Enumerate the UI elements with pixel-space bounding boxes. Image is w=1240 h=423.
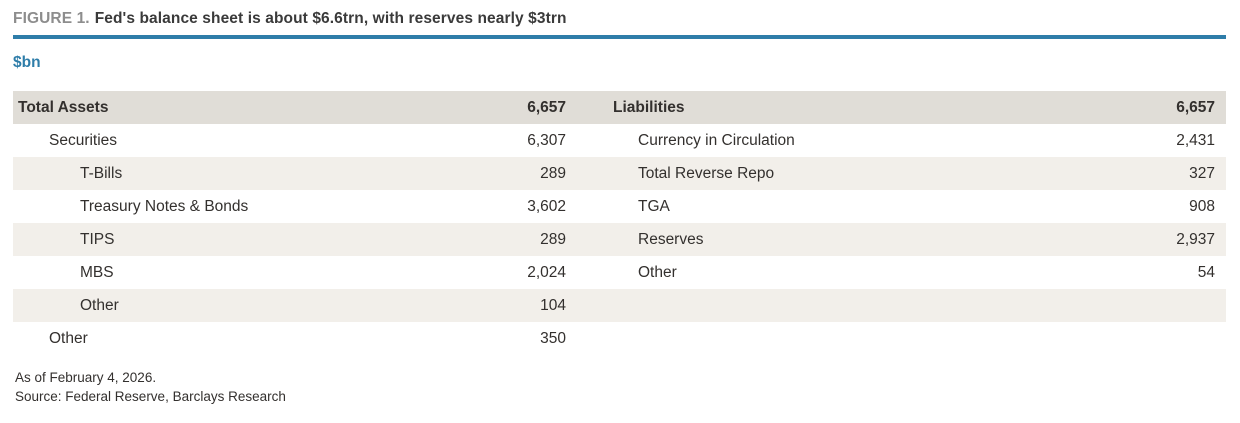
figure-title-text: Fed's balance sheet is about $6.6trn, wi…: [94, 10, 567, 27]
liability-item-label: TGA: [638, 197, 670, 215]
liabilities-header: Liabilities: [613, 98, 685, 116]
liability-item-value: 2,431: [1176, 131, 1215, 149]
asset-item-value: 289: [540, 164, 566, 182]
asset-item-label: Other: [80, 296, 119, 314]
asset-item-value: 289: [540, 230, 566, 248]
asset-item-label: Treasury Notes & Bonds: [80, 197, 249, 215]
liability-item-value: 54: [1197, 263, 1215, 281]
table-row: Other 104: [13, 289, 1226, 322]
footnotes: As of February 4, 2026. Source: Federal …: [13, 368, 1226, 406]
units-label: $bn: [13, 54, 41, 71]
liability-item-label: Reserves: [638, 230, 704, 248]
asset-item-value: 3,602: [527, 197, 566, 215]
asset-item-value: 104: [540, 296, 566, 314]
asset-item-label: Other: [49, 329, 88, 347]
liability-item-label: Other: [638, 263, 677, 281]
accent-rule: [13, 35, 1226, 39]
table-body: Securities 6,307 Currency in Circulation 2,…: [13, 124, 1226, 355]
liability-item-label: Total Reverse Repo: [638, 164, 775, 182]
asset-item-value: 2,024: [527, 263, 566, 281]
source-note: Source: Federal Reserve, Barclays Resear…: [15, 389, 286, 404]
asset-item-value: 350: [540, 329, 566, 347]
liability-item-value: 908: [1189, 197, 1215, 215]
table-row: Other 350: [13, 322, 1226, 355]
as-of-note: As of February 4, 2026.: [15, 370, 157, 385]
liability-item-value: 2,937: [1176, 230, 1215, 248]
table-row: TIPS 289 Reserves 2,937: [13, 223, 1226, 256]
total-assets-value: 6,657: [527, 98, 566, 116]
asset-item-label: MBS: [80, 263, 114, 281]
liability-item-value: 327: [1189, 164, 1215, 182]
liability-item-label: Currency in Circulation: [638, 131, 795, 149]
total-assets-header: Total Assets: [18, 98, 109, 116]
table-row: Securities 6,307 Currency in Circulation 2,…: [13, 124, 1226, 157]
table-row: Treasury Notes & Bonds 3,602 TGA 908: [13, 190, 1226, 223]
figure-title: FIGURE 1. Fed's balance sheet is about $6…: [13, 9, 1226, 28]
asset-item-label: T-Bills: [80, 164, 123, 182]
figure-label: FIGURE 1.: [13, 10, 90, 27]
table-row: MBS 2,024 Other 54: [13, 256, 1226, 289]
asset-item-value: 6,307: [527, 131, 566, 149]
table-header-row: Total Assets 6,657 Liabilities 6,657: [13, 91, 1226, 124]
table-row: T-Bills 289 Total Reverse Repo 327: [13, 157, 1226, 190]
liabilities-value: 6,657: [1176, 98, 1215, 116]
balance-sheet-table: Total Assets 6,657 Liabilities 6,657 Sec…: [13, 91, 1226, 355]
figure-panel: FIGURE 1. Fed's balance sheet is about $6…: [13, 9, 1226, 406]
asset-item-label: TIPS: [80, 230, 115, 248]
asset-item-label: Securities: [49, 131, 118, 149]
